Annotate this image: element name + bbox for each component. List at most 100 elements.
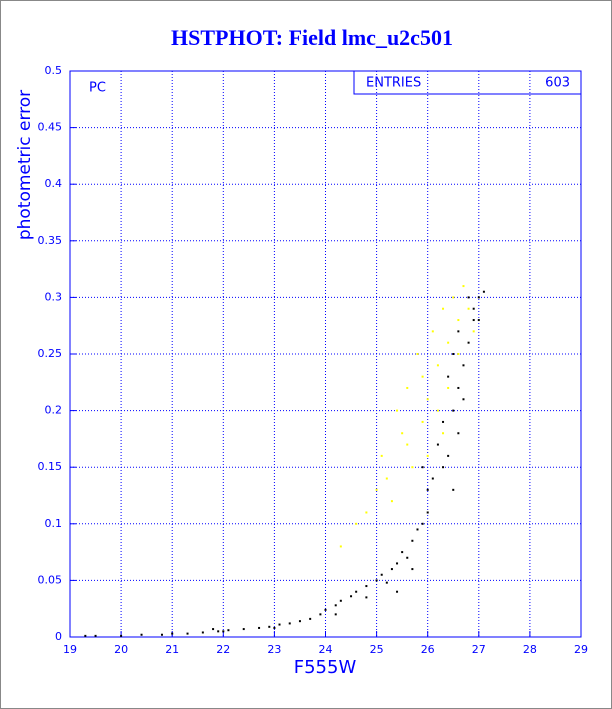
point [258, 626, 261, 629]
point [212, 628, 215, 631]
point [385, 581, 388, 584]
point [416, 353, 419, 355]
point [365, 511, 368, 514]
point [472, 330, 475, 333]
point [457, 330, 460, 333]
point [339, 599, 342, 602]
point [447, 386, 450, 389]
x-tick-label: 28 [523, 643, 537, 656]
x-tick-label: 25 [370, 643, 384, 656]
point [421, 375, 424, 378]
point [431, 330, 434, 333]
point [171, 632, 174, 635]
point [242, 628, 245, 631]
x-tick-label: 21 [165, 643, 179, 656]
y-tick-label: 0.05 [38, 573, 63, 586]
point [447, 375, 450, 378]
point [140, 633, 143, 636]
point [298, 620, 301, 623]
point [452, 488, 455, 491]
point [482, 290, 485, 293]
y-tick-label: 0.15 [38, 460, 63, 473]
point [452, 296, 455, 299]
point [350, 595, 353, 598]
point [401, 551, 404, 554]
point [160, 633, 163, 636]
point [375, 579, 378, 582]
y-tick-label: 0.5 [45, 64, 63, 77]
point [457, 386, 460, 389]
point [452, 409, 455, 412]
y-tick-label: 0 [55, 630, 62, 643]
x-tick-label: 19 [63, 643, 77, 656]
point [462, 285, 465, 288]
chart-title: HSTPHOT: Field lmc_u2c501 [171, 25, 453, 50]
point [416, 528, 419, 531]
point [380, 573, 383, 576]
point [227, 629, 230, 632]
point [375, 488, 378, 491]
plot-frame [69, 70, 582, 638]
point [436, 364, 439, 367]
point [120, 634, 123, 637]
point [406, 386, 409, 389]
point [288, 622, 291, 625]
point [334, 613, 337, 616]
point [467, 296, 470, 299]
point [472, 307, 475, 310]
point [309, 617, 312, 620]
x-tick-label: 27 [472, 643, 486, 656]
entries-value: 603 [545, 76, 570, 91]
point [380, 454, 383, 457]
point [447, 341, 450, 344]
point [339, 545, 342, 548]
point [385, 477, 388, 480]
x-tick-label: 23 [267, 643, 281, 656]
point [457, 353, 460, 355]
point [355, 522, 358, 525]
point [217, 630, 220, 633]
point [452, 353, 455, 355]
point [442, 307, 445, 310]
y-tick-label: 0.3 [45, 290, 63, 303]
point [462, 364, 465, 367]
point [421, 466, 424, 469]
y-tick-label: 0.4 [45, 177, 63, 190]
point [426, 488, 429, 491]
point [334, 604, 337, 607]
point [426, 454, 429, 457]
point [406, 443, 409, 446]
y-tick-label: 0.35 [38, 234, 63, 247]
point [94, 634, 97, 637]
point [273, 626, 276, 629]
x-tick-label: 26 [421, 643, 435, 656]
point [390, 500, 393, 503]
x-tick-label: 24 [319, 643, 333, 656]
point [442, 466, 445, 469]
point [278, 623, 281, 626]
point [431, 477, 434, 480]
point [365, 596, 368, 599]
point [401, 432, 404, 435]
point [457, 432, 460, 435]
point [477, 319, 480, 322]
x-tick-label: 22 [216, 643, 230, 656]
point [406, 556, 409, 559]
point [472, 319, 475, 322]
point [84, 634, 87, 637]
x-tick-label: 29 [574, 643, 588, 656]
point [324, 608, 327, 611]
point [421, 522, 424, 525]
point [457, 319, 460, 322]
point [201, 631, 204, 634]
y-axis-label: photometric error [15, 90, 35, 240]
point [436, 409, 439, 412]
point [411, 539, 414, 542]
point [426, 398, 429, 401]
point [462, 398, 465, 401]
point [396, 590, 399, 593]
point [268, 625, 271, 628]
point [477, 296, 480, 299]
